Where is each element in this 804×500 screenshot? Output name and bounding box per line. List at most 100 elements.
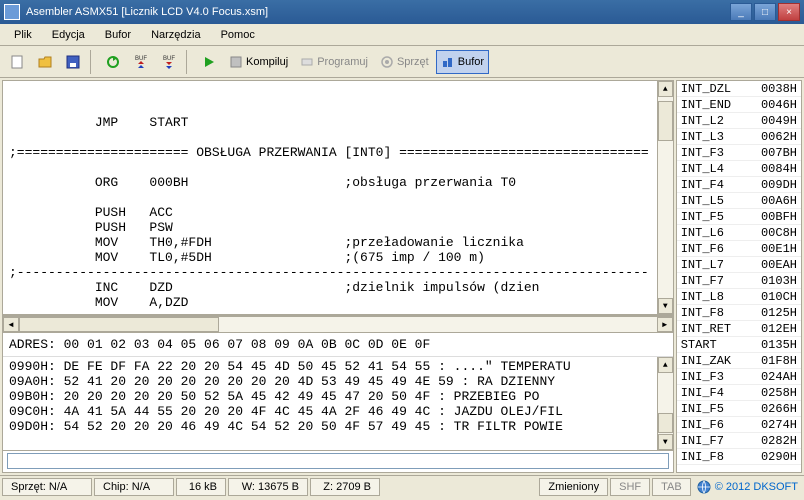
status-z: Z: 2709 B [310, 478, 380, 496]
symbol-row[interactable]: INT_END0046H [677, 97, 801, 113]
hex-header: ADRES: 00 01 02 03 04 05 06 07 08 09 0A … [3, 333, 673, 357]
code-scrollbar-v[interactable]: ▲▼ [657, 81, 673, 314]
symbol-value: 00EAH [745, 258, 797, 272]
minimize-button[interactable]: _ [730, 3, 752, 21]
globe-icon [697, 480, 711, 494]
symbol-row[interactable]: INI_F60274H [677, 417, 801, 433]
run-button[interactable] [196, 50, 222, 74]
programuj-button[interactable]: Programuj [295, 50, 373, 74]
symbol-value: 00A6H [745, 194, 797, 208]
symbol-label: INT_RET [681, 322, 745, 336]
symbol-label: INI_F7 [681, 434, 745, 448]
symbol-value: 0282H [745, 434, 797, 448]
status-sprzet: Sprzęt: N/A [2, 478, 92, 496]
symbol-label: INT_F8 [681, 306, 745, 320]
symbol-label: INT_L8 [681, 290, 745, 304]
buf-up-button[interactable]: BUF [128, 50, 154, 74]
symbol-row[interactable]: INT_L40084H [677, 161, 801, 177]
symbol-row[interactable]: INI_F70282H [677, 433, 801, 449]
symbol-row[interactable]: INT_F80125H [677, 305, 801, 321]
symbol-row[interactable]: INT_L500A6H [677, 193, 801, 209]
sprzet-button[interactable]: Sprzęt [375, 50, 434, 74]
symbol-label: INT_F5 [681, 210, 745, 224]
symbol-value: 0062H [745, 130, 797, 144]
symbol-row[interactable]: INT_DZL0038H [677, 81, 801, 97]
status-copyright[interactable]: © 2012 DKSOFT [691, 480, 804, 494]
command-input[interactable] [7, 453, 669, 469]
symbol-label: INT_DZL [681, 82, 745, 96]
symbol-value: 0266H [745, 402, 797, 416]
symbol-label: INI_F4 [681, 386, 745, 400]
command-row [3, 450, 673, 472]
symbol-value: 00E1H [745, 242, 797, 256]
symbol-row[interactable]: INT_L30062H [677, 129, 801, 145]
save-button[interactable] [60, 50, 86, 74]
hex-panel: ADRES: 00 01 02 03 04 05 06 07 08 09 0A … [3, 332, 673, 450]
symbol-label: INT_L6 [681, 226, 745, 240]
status-shf: SHF [610, 478, 650, 496]
symbol-value: 007BH [745, 146, 797, 160]
symbol-label: INI_ZAK [681, 354, 745, 368]
symbol-row[interactable]: INT_L700EAH [677, 257, 801, 273]
symbol-value: 01F8H [745, 354, 797, 368]
symbol-row[interactable]: INT_L20049H [677, 113, 801, 129]
menu-plik[interactable]: Plik [4, 26, 42, 44]
symbol-row[interactable]: INI_F40258H [677, 385, 801, 401]
hex-row: 09C0H: 4A 41 5A 44 55 20 20 20 4F 4C 45 … [9, 404, 649, 419]
app-icon [4, 4, 20, 20]
code-scrollbar-h[interactable]: ◄► [3, 316, 673, 332]
menu-pomoc[interactable]: Pomoc [211, 26, 265, 44]
symbol-label: INI_F5 [681, 402, 745, 416]
symbols-panel[interactable]: INT_DZL0038HINT_END0046HINT_L20049HINT_L… [676, 80, 802, 473]
bufor-button[interactable]: Bufor [436, 50, 489, 74]
symbol-row[interactable]: INT_F70103H [677, 273, 801, 289]
symbol-value: 0274H [745, 418, 797, 432]
new-button[interactable] [4, 50, 30, 74]
symbol-row[interactable]: INI_F50266H [677, 401, 801, 417]
status-kb: 16 kB [176, 478, 226, 496]
symbol-label: INT_END [681, 98, 745, 112]
status-zmieniony: Zmieniony [539, 478, 608, 496]
symbol-row[interactable]: INT_L600C8H [677, 225, 801, 241]
symbol-row[interactable]: INT_RET012EH [677, 321, 801, 337]
hex-body[interactable]: 0990H: DE FE DF FA 22 20 20 54 45 4D 50 … [3, 357, 673, 450]
menu-bufor[interactable]: Bufor [95, 26, 141, 44]
hex-row: 0990H: DE FE DF FA 22 20 20 54 45 4D 50 … [9, 359, 649, 374]
symbol-label: INI_F8 [681, 450, 745, 464]
symbol-row[interactable]: INT_F3007BH [677, 145, 801, 161]
symbol-value: 0046H [745, 98, 797, 112]
symbol-value: 00C8H [745, 226, 797, 240]
hex-scrollbar-v[interactable]: ▲▼ [657, 357, 673, 450]
symbol-value: 0084H [745, 162, 797, 176]
symbol-row[interactable]: INI_F80290H [677, 449, 801, 465]
menu-edycja[interactable]: Edycja [42, 26, 95, 44]
symbol-value: 012EH [745, 322, 797, 336]
status-w: W: 13675 B [228, 478, 308, 496]
symbol-label: INT_F4 [681, 178, 745, 192]
symbol-row[interactable]: INI_F3024AH [677, 369, 801, 385]
symbol-value: 009DH [745, 178, 797, 192]
symbol-row[interactable]: INT_F4009DH [677, 177, 801, 193]
symbol-value: 0038H [745, 82, 797, 96]
hex-row: 09A0H: 52 41 20 20 20 20 20 20 20 20 4D … [9, 374, 649, 389]
symbol-row[interactable]: INI_ZAK01F8H [677, 353, 801, 369]
kompiluj-button[interactable]: Kompiluj [224, 50, 293, 74]
maximize-button[interactable]: □ [754, 3, 776, 21]
menu-narzedzia[interactable]: Narzędzia [141, 26, 211, 44]
statusbar: Sprzęt: N/A Chip: N/A 16 kB W: 13675 B Z… [0, 475, 804, 497]
symbol-label: INI_F6 [681, 418, 745, 432]
titlebar: Asembler ASMX51 [Licznik LCD V4.0 Focus.… [0, 0, 804, 24]
close-button[interactable]: × [778, 3, 800, 21]
symbol-value: 024AH [745, 370, 797, 384]
code-editor[interactable]: JMP START ;====================== OBSŁUG… [3, 81, 673, 316]
open-button[interactable] [32, 50, 58, 74]
symbol-row[interactable]: INT_F600E1H [677, 241, 801, 257]
symbol-label: INT_L7 [681, 258, 745, 272]
reload-button[interactable] [100, 50, 126, 74]
buf-down-button[interactable]: BUF [156, 50, 182, 74]
symbol-value: 010CH [745, 290, 797, 304]
symbol-row[interactable]: INT_F500BFH [677, 209, 801, 225]
status-chip: Chip: N/A [94, 478, 174, 496]
symbol-row[interactable]: START0135H [677, 337, 801, 353]
symbol-row[interactable]: INT_L8010CH [677, 289, 801, 305]
